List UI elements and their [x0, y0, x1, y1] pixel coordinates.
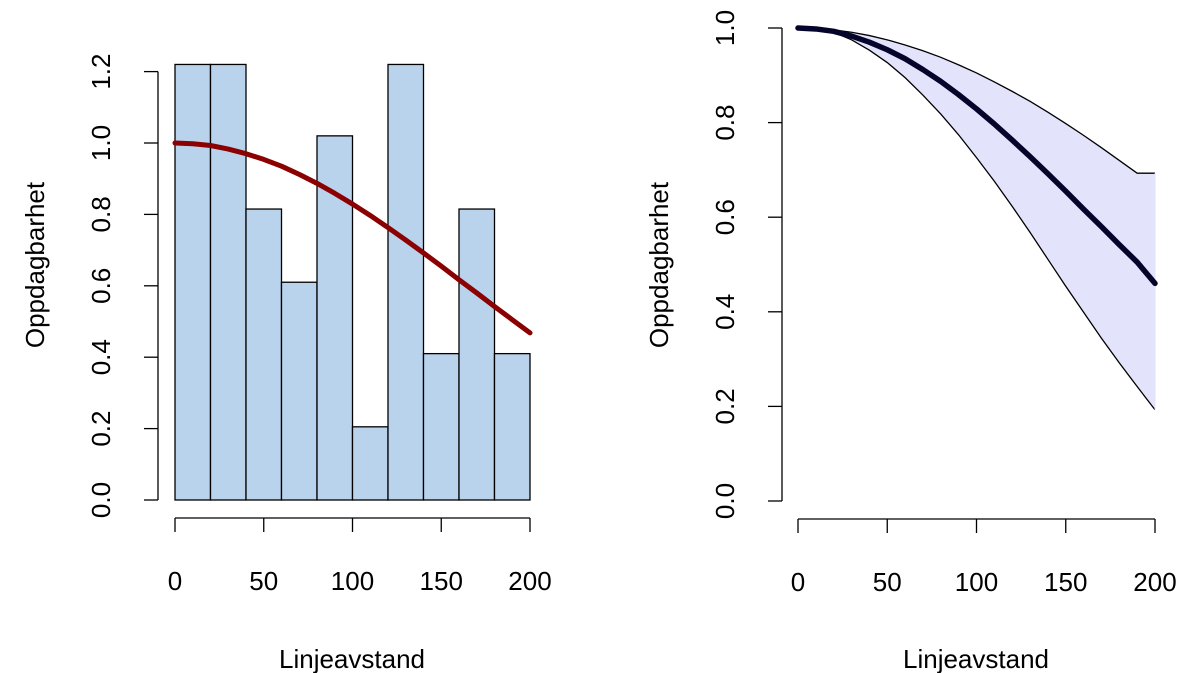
histogram-bar	[174, 63, 212, 501]
confidence-band	[798, 28, 1155, 410]
x-tick-label: 150	[420, 566, 463, 596]
y-tick-label: 0.8	[710, 105, 740, 141]
histogram-panel: 0.0 0.2 0.4 0.6 0.8 1.0 1.2 0 50 100 150 200 Linjeav…	[20, 54, 552, 673]
y-axis-title: Oppdagbarhet	[644, 181, 674, 348]
histogram-bar	[493, 352, 531, 501]
x-tick-label: 0	[791, 567, 805, 597]
x-axis-title: Linjeavstand	[903, 644, 1049, 673]
y-tick-label: 0.6	[710, 199, 740, 235]
y-tick-label: 0.8	[86, 196, 116, 232]
x-tick-label: 150	[1044, 567, 1087, 597]
y-tick-label: 1.2	[86, 54, 116, 90]
histogram-bar	[280, 281, 318, 501]
histogram-bar	[458, 208, 496, 501]
x-tick-label: 100	[955, 567, 998, 597]
x-tick-label: 100	[331, 566, 374, 596]
mean-detection-curve	[795, 25, 1158, 287]
x-axis-title: Linjeavstand	[279, 644, 425, 673]
x-tick-label: 50	[249, 566, 278, 596]
lower-bound-line	[797, 27, 1156, 411]
y-tick-label: 0.2	[710, 388, 740, 424]
y-tick-label: 0.4	[86, 339, 116, 375]
y-tick-label: 0.2	[86, 411, 116, 447]
histogram-bar	[316, 135, 354, 501]
histogram-bar	[245, 208, 283, 501]
y-tick-label: 1.0	[710, 10, 740, 46]
histogram-bar	[351, 426, 389, 501]
y-tick-label: 0.0	[710, 483, 740, 519]
histogram-bar	[422, 352, 460, 501]
y-axis-title: Oppdagbarhet	[20, 181, 50, 348]
histogram-bar	[387, 63, 425, 501]
x-tick-label: 200	[508, 566, 551, 596]
y-tick-label: 0.6	[86, 268, 116, 304]
x-tick-label: 200	[1133, 567, 1176, 597]
y-tick-label: 0.0	[86, 482, 116, 518]
fitted-detection-curve	[172, 140, 533, 336]
y-tick-label: 0.4	[710, 294, 740, 330]
detection-curve-panel: 0.0 0.2 0.4 0.6 0.8 1.0 0 50 100 150 200 Linjeavsta…	[644, 10, 1177, 673]
upper-bound-line	[797, 27, 1155, 174]
y-tick-label: 1.0	[86, 125, 116, 161]
x-tick-label: 50	[873, 567, 902, 597]
x-tick-label: 0	[168, 566, 182, 596]
histogram-bar	[209, 63, 247, 501]
